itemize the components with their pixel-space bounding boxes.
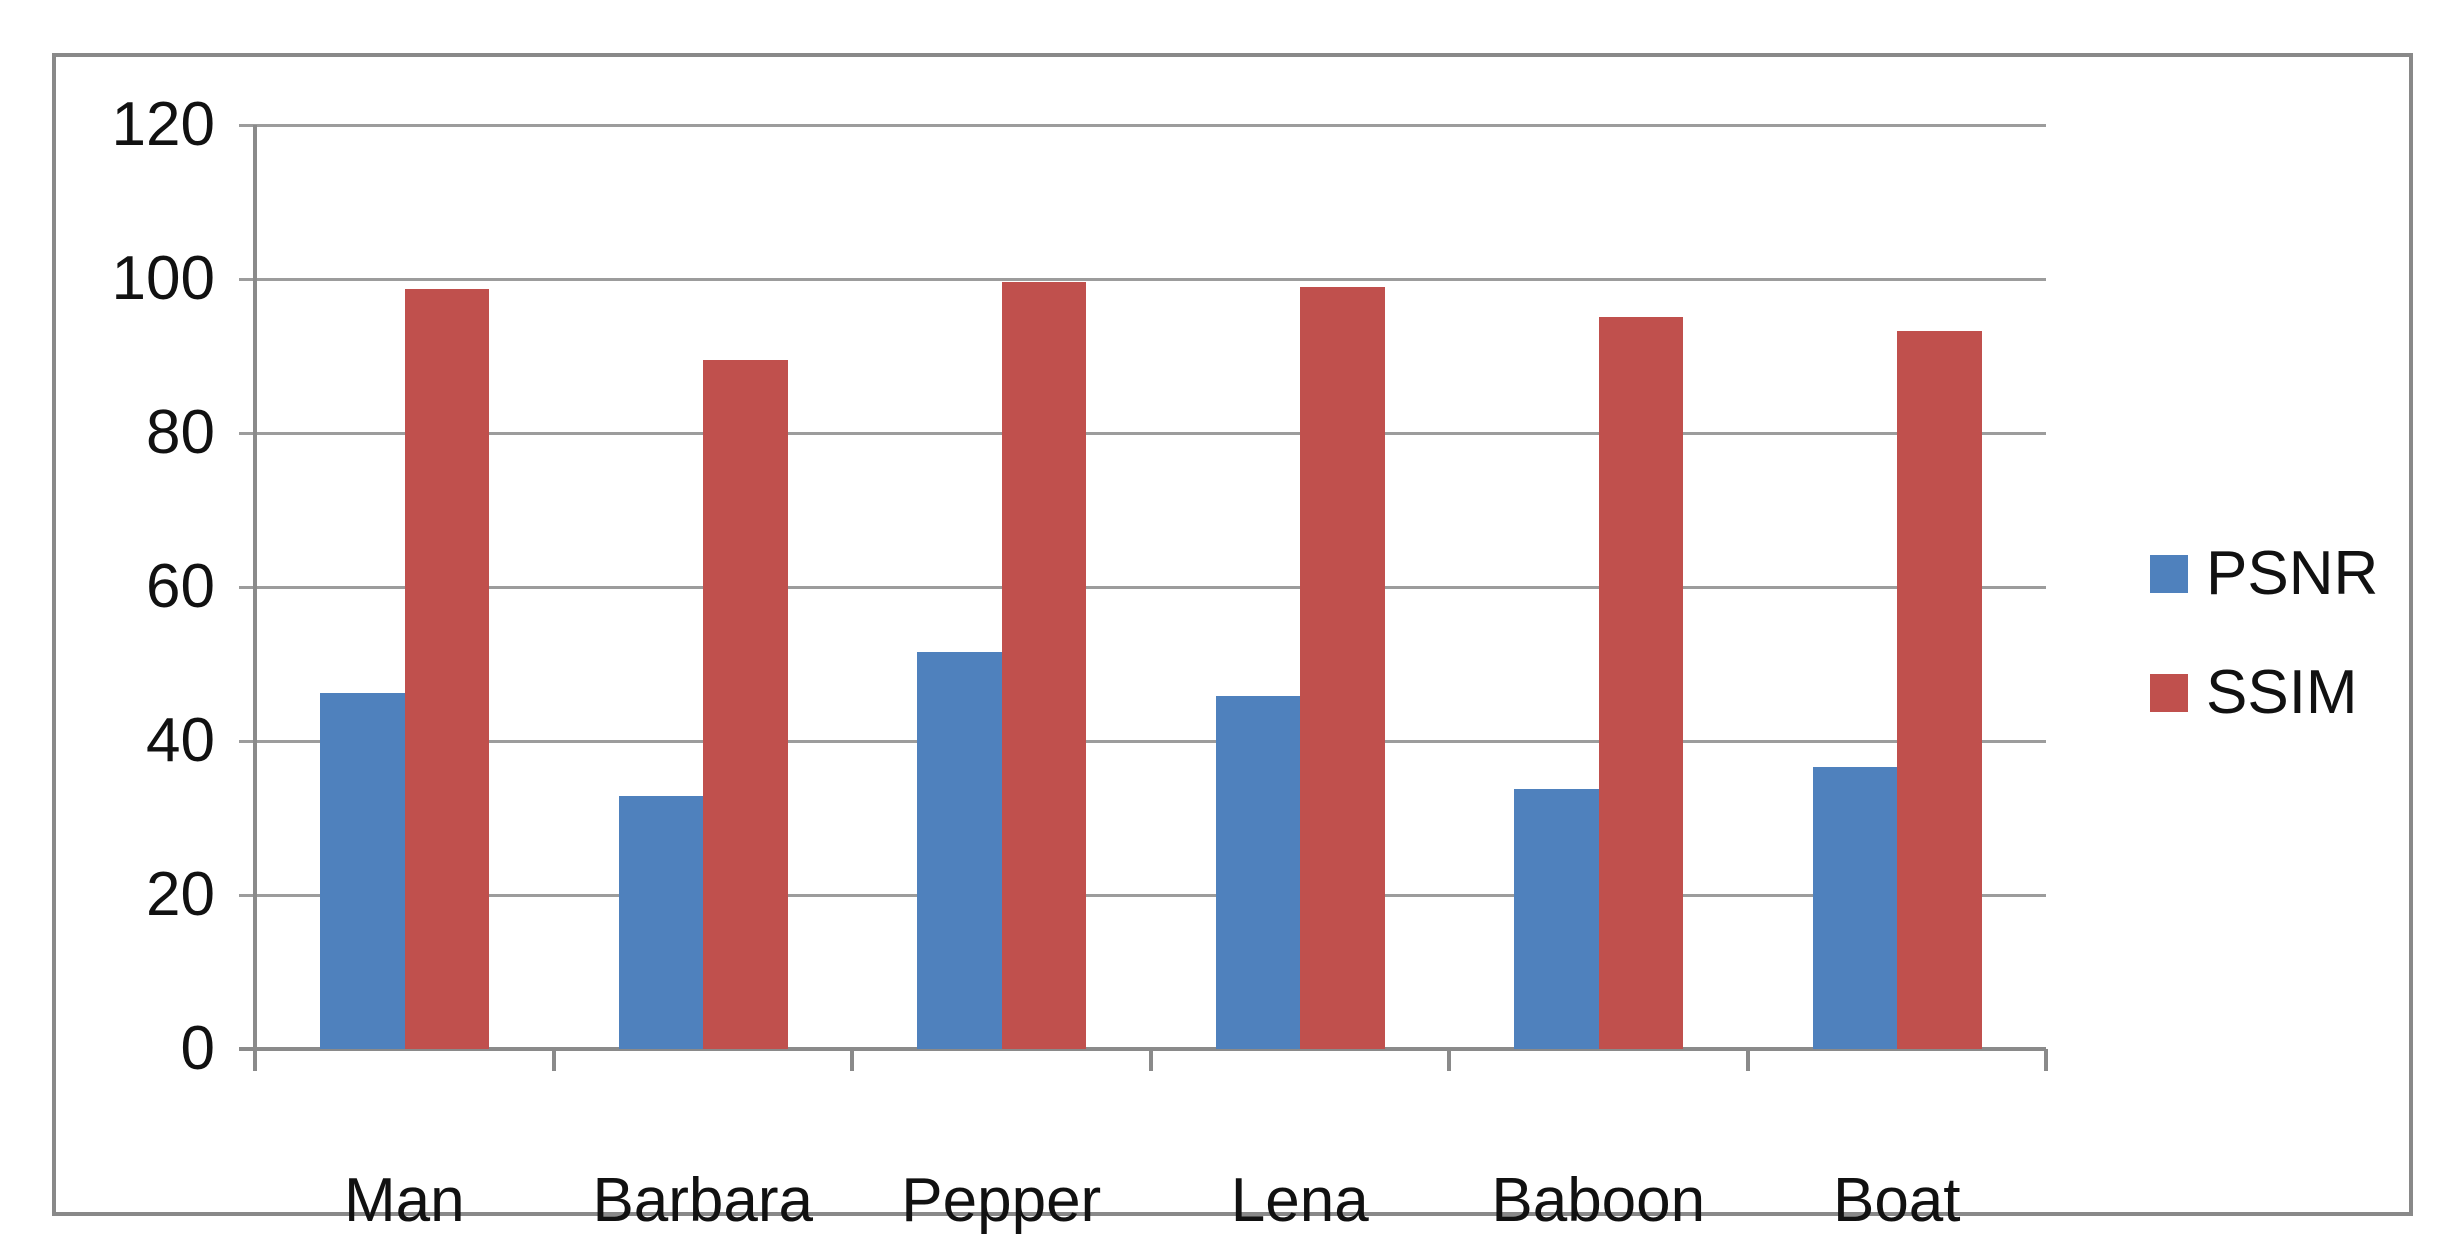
bar-psnr-man	[320, 692, 405, 1049]
y-tick-label-80: 80	[146, 398, 215, 467]
bar-ssim-baboon	[1598, 316, 1684, 1049]
gridline-20	[239, 893, 2046, 897]
chart-frame: 0 20 40 60 80 100 120 Man Barbara Pepper Lena Babo…	[52, 53, 2413, 1235]
legend-swatch-ssim	[2150, 674, 2188, 712]
x-category-label-barbara: Barbara	[592, 1166, 814, 1235]
gridline-40	[239, 739, 2046, 743]
x-category-label-baboon: Baboon	[1491, 1166, 1706, 1235]
x-axis-line	[239, 1047, 2046, 1051]
x-axis-tick-4	[1447, 1049, 1451, 1071]
x-axis-tick-3	[1148, 1049, 1153, 1071]
bar-ssim-man	[404, 289, 490, 1049]
y-tick-label-120: 120	[111, 90, 215, 159]
x-axis-tick-5	[1745, 1049, 1750, 1071]
bar-ssim-pepper	[1001, 282, 1087, 1049]
y-tick-label-60: 60	[146, 552, 215, 621]
bar-psnr-baboon	[1514, 788, 1599, 1049]
legend-label-psnr: PSNR	[2206, 539, 2379, 608]
x-category-label-pepper: Pepper	[901, 1166, 1102, 1235]
legend-entry-psnr: PSNR	[2150, 538, 2378, 610]
x-axis-tick-2	[850, 1049, 854, 1071]
x-axis-tick-0	[253, 1049, 257, 1071]
y-tick-label-0: 0	[180, 1014, 215, 1083]
gridline-100	[239, 277, 2046, 281]
bar-ssim-lena	[1300, 286, 1385, 1049]
y-tick-label-100: 100	[111, 244, 215, 313]
y-tick-label-20: 20	[146, 860, 215, 929]
x-axis-tick-6	[2044, 1049, 2048, 1071]
bar-psnr-lena	[1215, 696, 1301, 1049]
legend-swatch-psnr	[2150, 555, 2188, 593]
x-axis-tick-1	[551, 1049, 556, 1071]
y-axis-line	[253, 125, 257, 1071]
bar-ssim-barbara	[703, 359, 788, 1049]
gridline-60	[239, 585, 2046, 589]
x-category-label-lena: Lena	[1230, 1166, 1369, 1235]
x-category-label-boat: Boat	[1832, 1166, 1961, 1235]
legend-label-ssim: SSIM	[2206, 658, 2358, 727]
gridline-80	[239, 431, 2046, 435]
plot-area	[239, 123, 2048, 1071]
bar-psnr-barbara	[618, 795, 704, 1049]
x-category-label-man: Man	[343, 1166, 465, 1235]
bar-psnr-boat	[1812, 767, 1898, 1049]
bar-ssim-boat	[1897, 330, 1982, 1049]
gridline-120	[239, 123, 2046, 127]
y-tick-label-40: 40	[146, 706, 215, 775]
bar-psnr-pepper	[917, 652, 1002, 1049]
legend-entry-ssim: SSIM	[2150, 657, 2358, 729]
